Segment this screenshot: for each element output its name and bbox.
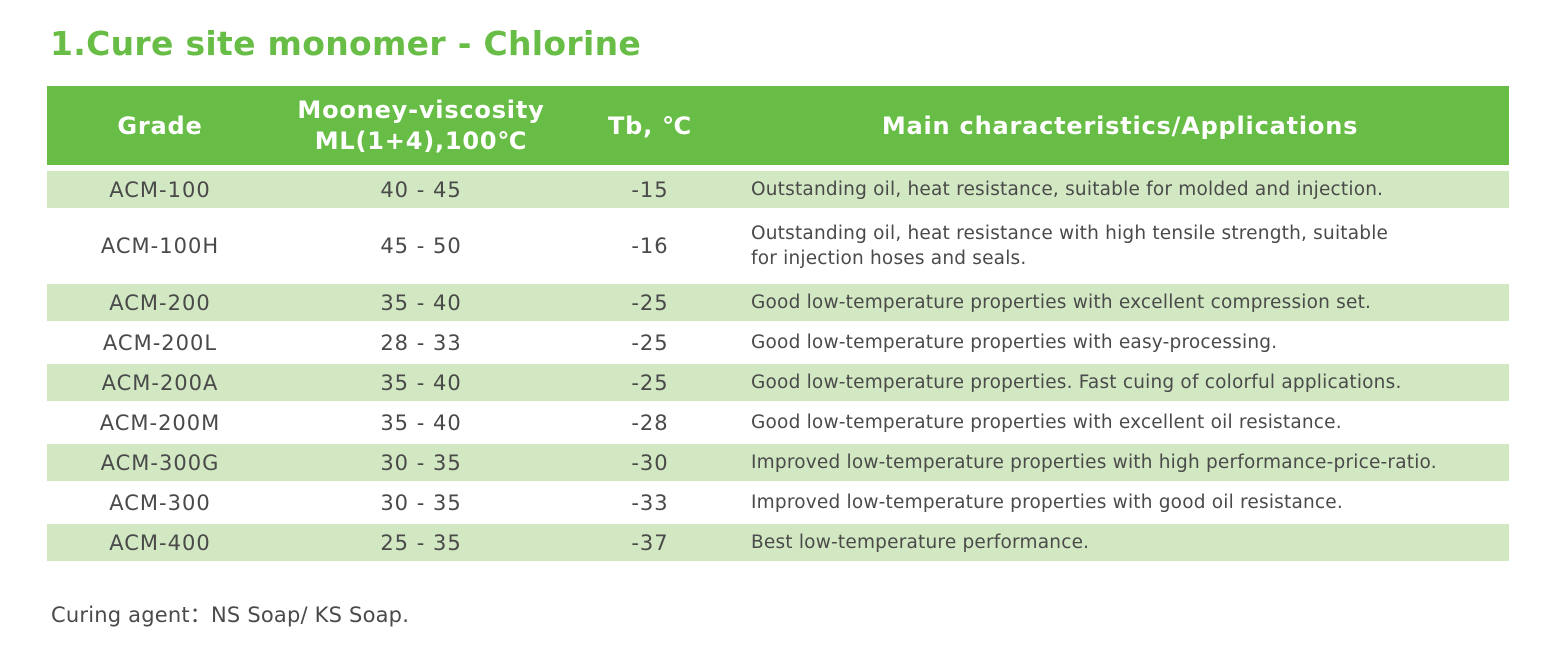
row-characteristics-line: Outstanding oil, heat resistance with hi… [751, 223, 1389, 244]
row-tb: -28 [631, 410, 669, 435]
table-row: ACM-200 35 - 40 -25 Good low-temperature… [47, 284, 1509, 321]
table-row: ACM-200L 28 - 33 -25 Good low-temperatur… [47, 321, 1509, 364]
row-mooney: 30 - 35 [380, 450, 462, 475]
row-grade: ACM-100H [100, 234, 220, 258]
row-grade: ACM-200L [102, 330, 218, 355]
row-tb: -25 [631, 290, 669, 315]
row-characteristics-line: Improved low-temperature properties with… [751, 492, 1343, 513]
row-characteristics-line: Improved low-temperature properties with… [751, 452, 1437, 473]
row-mooney: 30 - 35 [380, 490, 462, 515]
row-characteristics: Good low-temperature properties with exc… [731, 290, 1509, 315]
row-tb: -37 [631, 530, 669, 555]
row-mooney: 35 - 40 [380, 290, 462, 315]
row-grade: ACM-100 [109, 177, 211, 202]
row-characteristics-line: Good low-temperature properties. Fast cu… [751, 372, 1402, 393]
row-grade: ACM-200M [99, 410, 221, 435]
row-tb: -30 [631, 450, 669, 475]
row-grade: ACM-200A [101, 370, 219, 395]
table-row: ACM-200A 35 - 40 -25 Good low-temperatur… [47, 364, 1509, 401]
row-mooney: 45 - 50 [380, 234, 462, 258]
row-tb: -25 [631, 370, 669, 395]
row-grade: ACM-300 [109, 490, 211, 515]
row-grade: ACM-200 [109, 290, 211, 315]
row-tb: -15 [631, 177, 669, 202]
table-header: Grade Mooney-viscosity ML(1+4),100℃ Tb, … [47, 86, 1509, 165]
row-characteristics: Good low-temperature properties with exc… [731, 410, 1509, 435]
row-mooney: 25 - 35 [380, 530, 462, 555]
row-tb: -16 [631, 234, 669, 258]
row-characteristics-line: Good low-temperature properties with exc… [751, 412, 1342, 433]
row-characteristics: Improved low-temperature properties with… [731, 490, 1509, 515]
row-characteristics: Best low-temperature performance. [731, 530, 1509, 555]
page-title: 1.Cure site monomer - Chlorine [50, 24, 642, 63]
table-row: ACM-100 40 - 45 -15 Outstanding oil, hea… [47, 171, 1509, 208]
row-characteristics-line: Good low-temperature properties with eas… [751, 332, 1278, 353]
table-row: ACM-100H 45 - 50 -16 Outstanding oil, he… [47, 208, 1509, 284]
row-mooney: 28 - 33 [380, 330, 462, 355]
row-tb: -25 [631, 330, 669, 355]
table-row: ACM-300G 30 - 35 -30 Improved low-temper… [47, 444, 1509, 481]
table-row: ACM-300 30 - 35 -33 Improved low-tempera… [47, 481, 1509, 524]
row-characteristics: Outstanding oil, heat resistance, suitab… [731, 177, 1509, 202]
row-characteristics-line: Outstanding oil, heat resistance, suitab… [751, 179, 1384, 200]
table-row: ACM-200M 35 - 40 -28 Good low-temperatur… [47, 401, 1509, 444]
curing-agent-note: Curing agent：NS Soap/ KS Soap. [51, 603, 410, 627]
header-mooney-line1: Mooney-viscosity [297, 95, 545, 124]
header-mooney-viscosity: Mooney-viscosity ML(1+4),100℃ [273, 95, 569, 157]
row-mooney: 40 - 45 [380, 177, 462, 202]
row-characteristics: Good low-temperature properties. Fast cu… [731, 370, 1509, 395]
row-characteristics-line: Best low-temperature performance. [751, 532, 1090, 553]
grade-table: Grade Mooney-viscosity ML(1+4),100℃ Tb, … [47, 86, 1509, 561]
row-mooney: 35 - 40 [380, 370, 462, 395]
header-tb: Tb, ℃ [607, 111, 693, 140]
row-characteristics-line: Good low-temperature properties with exc… [751, 292, 1372, 313]
header-main-characteristics: Main characteristics/Applications [881, 111, 1359, 140]
row-grade: ACM-400 [109, 530, 211, 555]
row-characteristics: Outstanding oil, heat resistance with hi… [731, 221, 1509, 271]
header-grade: Grade [117, 111, 203, 140]
row-grade: ACM-300G [100, 450, 220, 475]
header-mooney-line2: ML(1+4),100℃ [314, 126, 528, 155]
row-characteristics-line: for injection hoses and seals. [751, 248, 1027, 269]
row-mooney: 35 - 40 [380, 410, 462, 435]
table-row: ACM-400 25 - 35 -37 Best low-temperature… [47, 524, 1509, 561]
row-tb: -33 [631, 490, 669, 515]
row-characteristics: Improved low-temperature properties with… [731, 450, 1509, 475]
row-characteristics: Good low-temperature properties with eas… [731, 330, 1509, 355]
